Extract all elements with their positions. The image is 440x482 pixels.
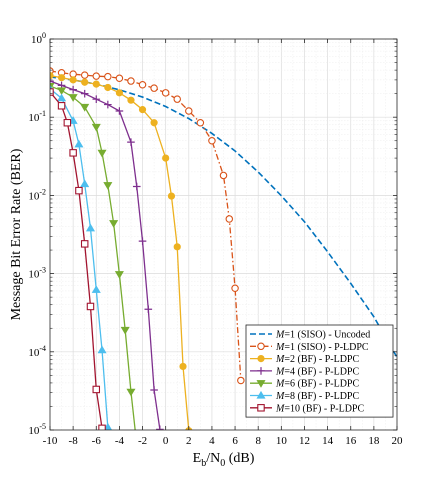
data-point-2 <box>105 73 111 79</box>
data-point-2 <box>220 172 226 178</box>
data-point-7 <box>76 187 82 193</box>
x-tick-label: -4 <box>115 435 125 447</box>
data-point-7 <box>70 150 76 156</box>
x-tick-label: 6 <box>232 435 238 447</box>
data-point-2 <box>238 377 244 383</box>
data-point-3 <box>58 74 64 80</box>
data-point-7 <box>58 103 64 109</box>
data-point-2 <box>82 72 88 78</box>
data-point-3 <box>82 79 88 85</box>
x-tick-label: 10 <box>276 435 288 447</box>
x-tick-label: 14 <box>322 435 334 447</box>
x-tick-label: 16 <box>345 435 357 447</box>
data-point-7 <box>82 241 88 247</box>
x-tick-label: -6 <box>92 435 102 447</box>
data-point-2 <box>128 78 134 84</box>
x-tick-label: -8 <box>69 435 79 447</box>
legend-label: M=1 (SISO) - Uncoded <box>275 330 370 341</box>
legend-label: M=6 (BF) - P-LDPC <box>275 379 359 390</box>
legend-label: M=8 (BF) - P-LDPC <box>275 391 359 402</box>
x-tick-label: 12 <box>299 435 310 447</box>
data-point-2 <box>226 216 232 222</box>
legend-label: M=1 (SISO) - P-LDPC <box>275 342 369 353</box>
legend-swatch-marker <box>258 355 264 361</box>
data-point-3 <box>174 244 180 250</box>
legend-label: M=10 (BF) - P-LDPC <box>275 403 364 414</box>
data-point-2 <box>151 85 157 91</box>
x-tick-label: 20 <box>392 435 404 447</box>
data-point-2 <box>139 82 145 88</box>
legend-swatch-marker <box>258 405 264 411</box>
data-point-2 <box>93 73 99 79</box>
data-point-3 <box>162 155 168 161</box>
data-point-3 <box>70 77 76 83</box>
data-point-2 <box>116 75 122 81</box>
data-point-3 <box>180 363 186 369</box>
legend-label: M=4 (BF) - P-LDPC <box>275 366 359 377</box>
data-point-2 <box>186 108 192 114</box>
legend-swatch-marker <box>258 343 264 349</box>
data-point-3 <box>168 193 174 199</box>
data-point-3 <box>139 106 145 112</box>
data-point-7 <box>87 303 93 309</box>
x-tick-label: -10 <box>43 435 58 447</box>
data-point-3 <box>151 120 157 126</box>
data-point-7 <box>93 386 99 392</box>
data-point-2 <box>197 120 203 126</box>
data-point-2 <box>232 285 238 291</box>
y-axis-label: Message Bit Error Rate (BER) <box>9 148 24 320</box>
data-point-7 <box>64 120 70 126</box>
data-point-2 <box>162 90 168 96</box>
data-point-3 <box>116 90 122 96</box>
data-point-3 <box>128 97 134 103</box>
data-point-3 <box>105 84 111 90</box>
x-tick-label: -2 <box>138 435 147 447</box>
data-point-2 <box>174 96 180 102</box>
x-tick-label: 0 <box>163 435 169 447</box>
x-tick-label: 2 <box>186 435 192 447</box>
x-tick-label: 8 <box>255 435 261 447</box>
x-tick-label: 18 <box>368 435 380 447</box>
data-point-2 <box>209 138 215 144</box>
legend-label: M=2 (BF) - P-LDPC <box>275 354 359 365</box>
x-tick-label: 4 <box>209 435 215 447</box>
data-point-3 <box>93 81 99 87</box>
